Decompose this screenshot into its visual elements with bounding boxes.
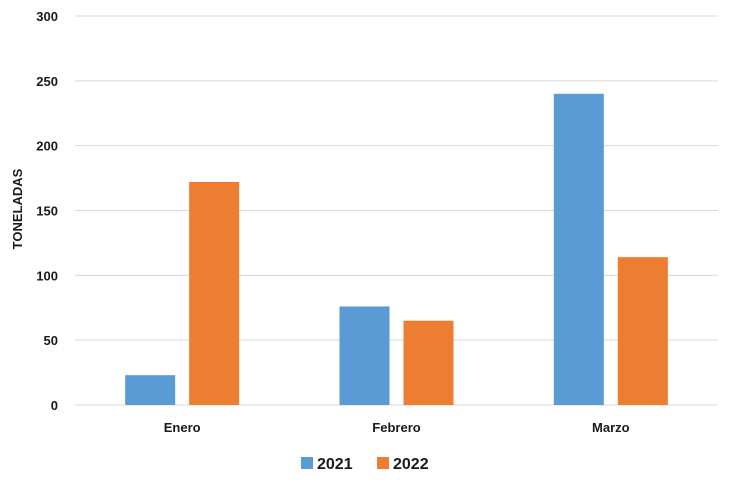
bar-febrero-2022 [404,321,454,405]
bar-febrero-2021 [340,306,390,405]
legend-label-2021: 2021 [317,456,353,473]
y-tick-label-0: 0 [51,398,58,413]
legend-label-2022: 2022 [393,456,429,473]
y-tick-label-300: 300 [36,9,58,24]
x-axis-categories: Enero Febrero Marzo [164,420,630,435]
legend-swatch-2022 [377,457,389,469]
bars [125,94,668,405]
x-category-label-enero: Enero [164,420,201,435]
y-tick-label-250: 250 [36,74,58,89]
y-axis-ticks: 0 50 100 150 200 250 300 [36,9,58,413]
bar-marzo-2021 [554,94,604,405]
bar-marzo-2022 [618,257,668,405]
y-axis-title: TONELADAS [10,168,25,249]
y-tick-label-150: 150 [36,204,58,219]
y-tick-label-50: 50 [44,333,58,348]
bar-enero-2021 [125,375,175,405]
y-tick-label-200: 200 [36,139,58,154]
legend-swatch-2021 [301,457,313,469]
y-tick-label-100: 100 [36,268,58,283]
legend: 2021 2022 [301,456,429,473]
bar-enero-2022 [189,182,239,405]
x-category-label-marzo: Marzo [592,420,630,435]
x-category-label-febrero: Febrero [372,420,420,435]
